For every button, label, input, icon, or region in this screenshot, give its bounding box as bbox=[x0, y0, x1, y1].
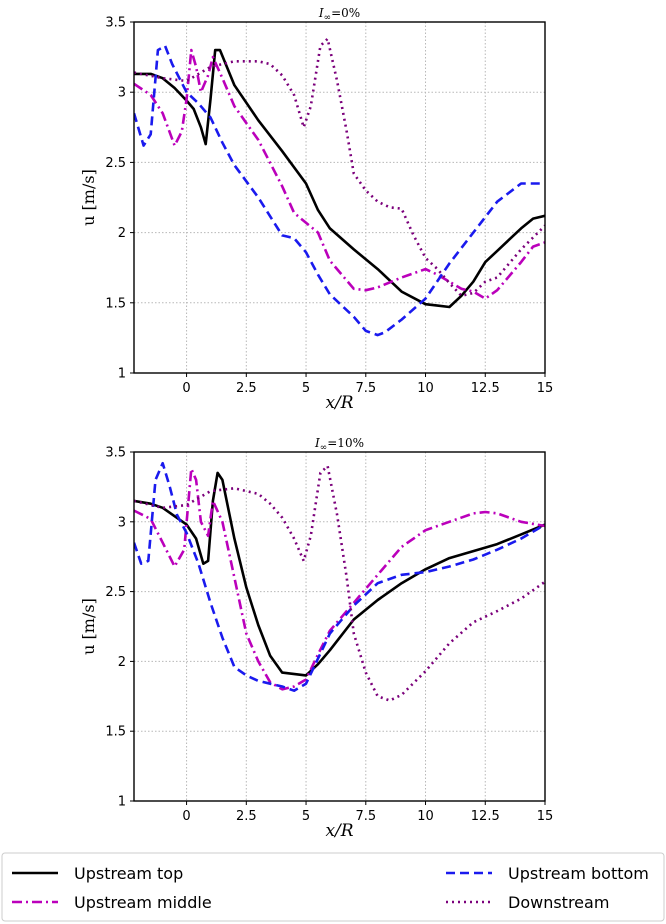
x-tick-label: 10 bbox=[417, 809, 434, 824]
series-line-upstream-top bbox=[134, 471, 545, 677]
y-tick-label: 3.5 bbox=[105, 446, 126, 461]
y-tick-label: 1 bbox=[118, 367, 126, 382]
x-tick-label: 7.5 bbox=[355, 381, 376, 396]
chart-title: I∞=10% bbox=[314, 436, 364, 453]
y-tick-label: 2.5 bbox=[105, 156, 126, 171]
axes-frame bbox=[133, 451, 546, 802]
bottom-chart-panel: 0 2.5 5 7.5 10 12.5 15 1 1.5 2 2.5 3 3.5 I∞=10% x/R u [… bbox=[79, 436, 553, 841]
legend-label-upstream-bottom: Upstream bottom bbox=[508, 864, 649, 883]
series-line-upstream-bottom bbox=[134, 44, 545, 337]
x-tick-label: 0 bbox=[182, 809, 190, 824]
y-tick-label: 2.5 bbox=[105, 585, 126, 600]
x-tick-label: 2.5 bbox=[236, 809, 257, 824]
x-tick-label: 7.5 bbox=[355, 809, 376, 824]
x-tick-label: 5 bbox=[302, 381, 310, 396]
top-chart-panel: 0 2.5 5 7.5 10 12.5 15 1 1.5 2 2.5 3 3.5 I∞=0% x/R u [m… bbox=[79, 6, 553, 413]
y-axis-label: u [m/s] bbox=[79, 169, 98, 226]
y-tick-label: 3 bbox=[118, 515, 126, 530]
y-tick-label: 1.5 bbox=[105, 296, 126, 311]
legend-label-upstream-middle: Upstream middle bbox=[74, 893, 212, 912]
x-tick-label: 2.5 bbox=[236, 381, 257, 396]
x-tick-label: 0 bbox=[182, 381, 190, 396]
title-variable: I bbox=[314, 436, 320, 450]
legend-frame bbox=[1, 852, 665, 922]
y-tick-label: 2 bbox=[118, 655, 126, 670]
title-value: =10% bbox=[327, 436, 364, 450]
legend: Upstream top Upstream bottom Upstream mi… bbox=[1, 852, 665, 922]
x-tick-label: 5 bbox=[302, 809, 310, 824]
y-tick-label: 2 bbox=[118, 226, 126, 241]
series-line-upstream-middle bbox=[134, 467, 545, 691]
series-line-upstream-middle bbox=[134, 48, 545, 300]
series-line-upstream-bottom bbox=[134, 461, 545, 692]
x-tick-label: 15 bbox=[537, 381, 554, 396]
series-line-downstream bbox=[134, 37, 545, 298]
title-subscript: ∞ bbox=[324, 13, 332, 23]
y-tick-label: 3.5 bbox=[105, 16, 126, 31]
x-tick-label: 10 bbox=[417, 381, 434, 396]
x-axis-label: x/R bbox=[325, 821, 353, 841]
x-tick-label: 15 bbox=[537, 809, 554, 824]
x-tick-label: 12.5 bbox=[471, 809, 500, 824]
legend-label-downstream: Downstream bbox=[508, 893, 609, 912]
x-axis-label: x/R bbox=[325, 393, 353, 413]
title-subscript: ∞ bbox=[320, 443, 328, 453]
series-line-upstream-top bbox=[134, 48, 545, 309]
x-tick-label: 12.5 bbox=[471, 381, 500, 396]
series-line-downstream bbox=[134, 464, 545, 702]
chart-title: I∞=0% bbox=[318, 6, 360, 23]
title-variable: I bbox=[318, 6, 324, 20]
y-axis-label: u [m/s] bbox=[79, 598, 98, 655]
axes-frame bbox=[133, 21, 546, 374]
y-tick-label: 1 bbox=[118, 795, 126, 810]
y-tick-label: 3 bbox=[118, 86, 126, 101]
y-tick-label: 1.5 bbox=[105, 725, 126, 740]
title-value: =0% bbox=[331, 6, 360, 20]
legend-label-upstream-top: Upstream top bbox=[74, 864, 183, 883]
